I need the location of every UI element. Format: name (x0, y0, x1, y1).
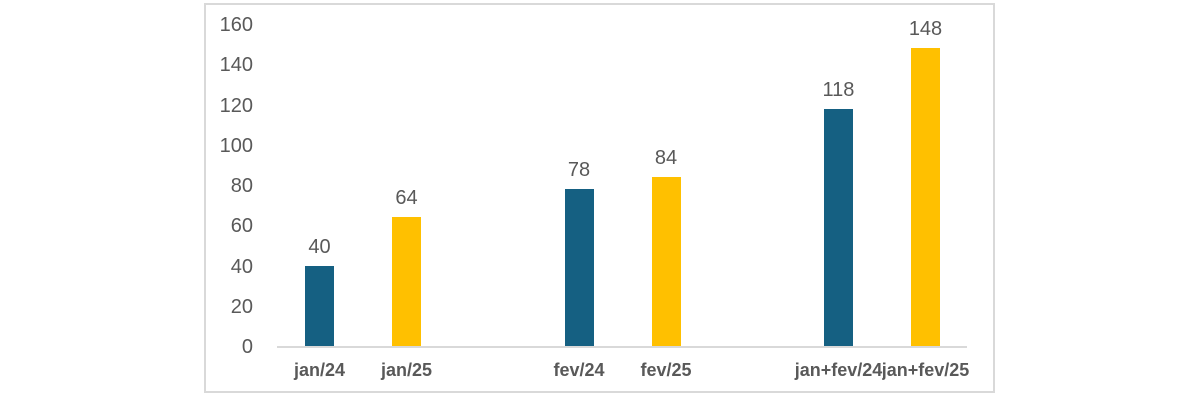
x-category-label: jan/25 (380, 358, 433, 382)
value-label: 40 (308, 235, 331, 258)
value-label: 148 (908, 18, 943, 41)
x-category-label: jan+fev/24 (794, 358, 883, 382)
bar-jan-25 (392, 217, 421, 346)
x-axis-line (277, 345, 967, 348)
value-label: 78 (567, 159, 591, 182)
y-tick-label: 80 (230, 175, 253, 197)
x-category-label: fev/24 (553, 358, 605, 382)
bar-jan-24 (305, 265, 334, 346)
value-label: 64 (395, 187, 418, 210)
bar-jan-fev-24 (824, 108, 853, 346)
bar-fev-24 (564, 189, 594, 346)
value-label: 118 (822, 78, 855, 101)
y-tick-label: 160 (219, 14, 253, 36)
y-tick-label: 40 (230, 255, 253, 278)
y-tick-label: 20 (230, 295, 253, 318)
y-tick-label: 140 (219, 54, 253, 77)
chart-frame (204, 3, 995, 393)
x-category-label: jan/24 (293, 358, 346, 382)
bar-fev-25 (651, 176, 681, 346)
value-label: 84 (654, 146, 678, 169)
x-category-label: fev/25 (640, 358, 692, 382)
y-tick-label: 120 (219, 94, 253, 117)
y-tick-label: 100 (219, 134, 253, 157)
x-category-label: jan+fev/25 (881, 358, 970, 382)
y-tick-label: 0 (241, 336, 253, 358)
y-tick-label: 60 (230, 215, 253, 238)
bar-jan-fev-25 (911, 48, 940, 346)
